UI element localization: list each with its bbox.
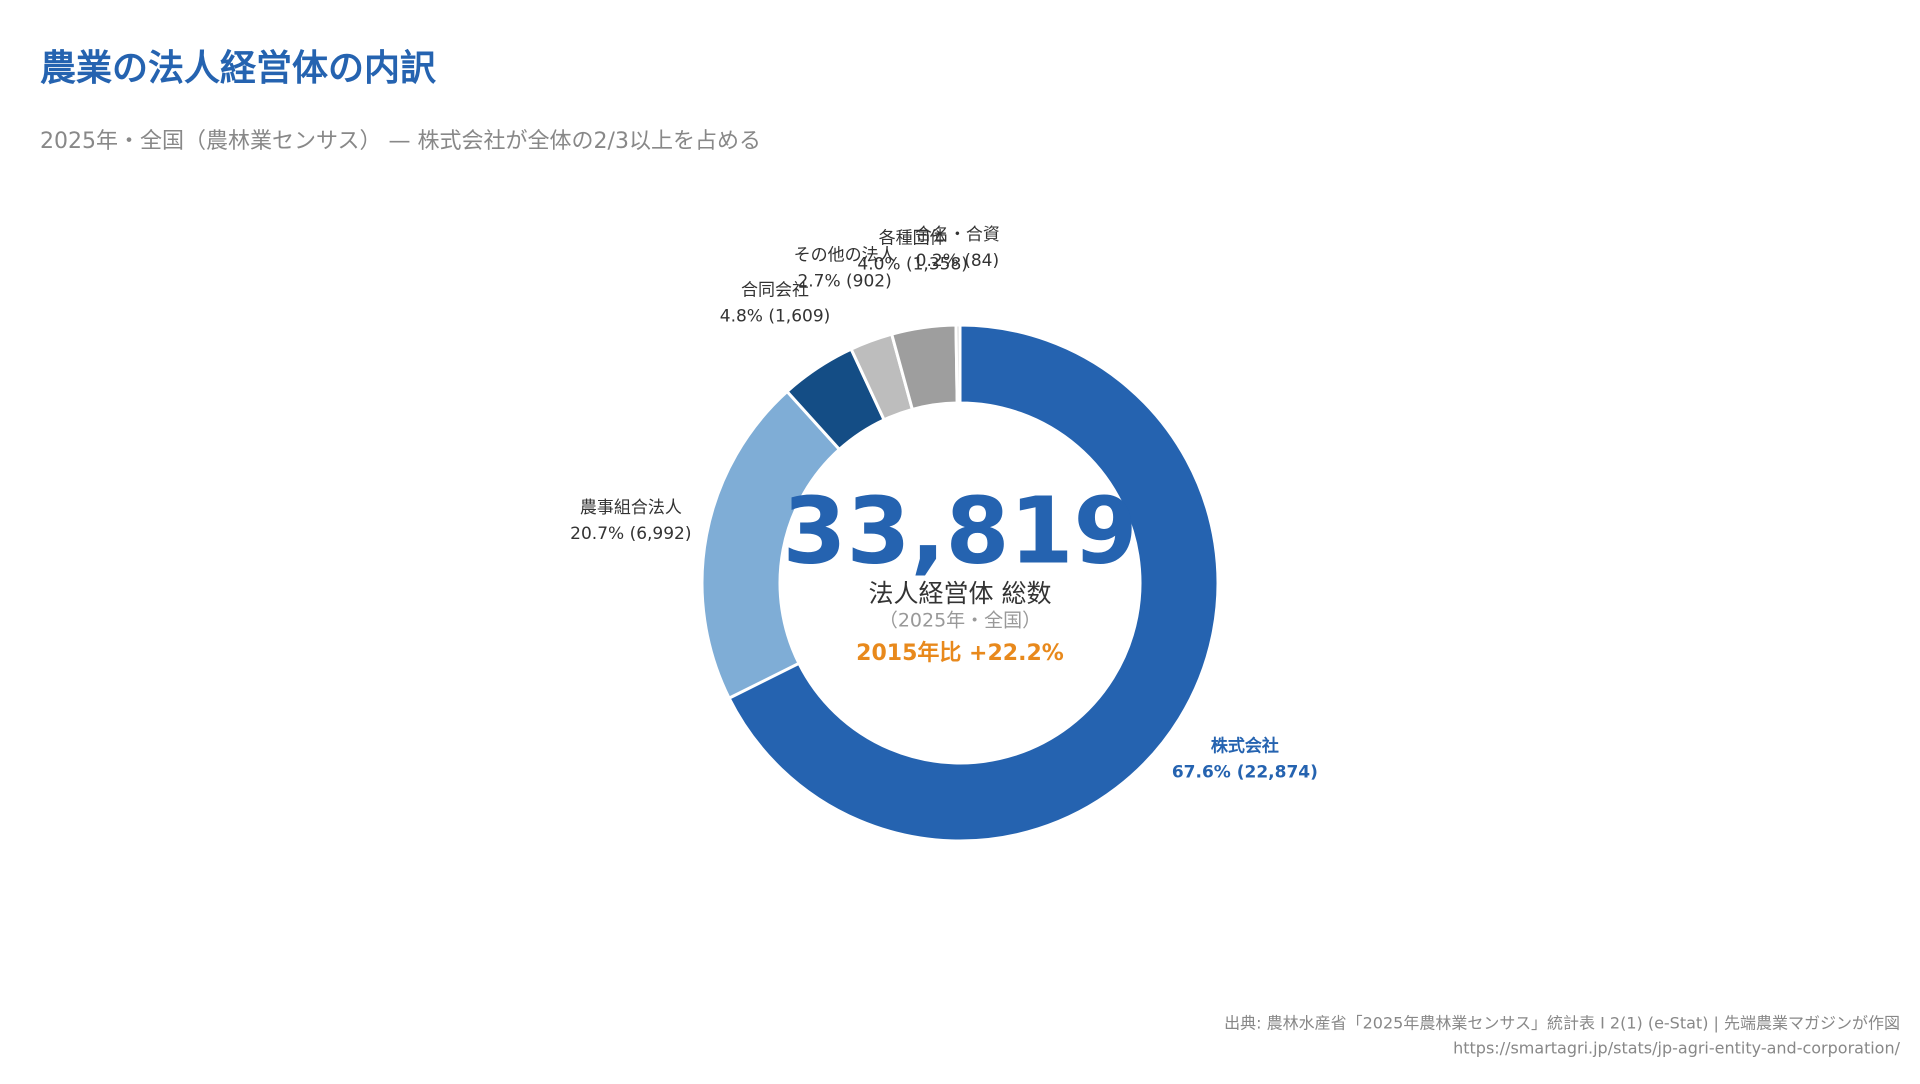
value-label: 4.8% (1,609): [720, 307, 831, 327]
donut-segment: [727, 323, 1220, 843]
center-note: （2025年・全国）: [879, 610, 1041, 632]
segment-label: 合同会社: [741, 281, 809, 301]
segment-label: 株式会社: [1211, 735, 1279, 756]
value-label: 20.7% (6,992): [570, 524, 691, 544]
value-label: 0.2% (84): [916, 251, 1000, 271]
segment-label: その他の法人: [794, 246, 896, 266]
value-label: 4.0% (1,358): [857, 254, 968, 274]
source-url: https://smartagri.jp/stats/jp-agri-entit…: [1453, 1039, 1900, 1058]
segment-label: 合名・合資: [915, 225, 1000, 245]
segment-label: 農事組合法人: [580, 498, 682, 518]
center-label: 法人経営体 総数: [869, 579, 1052, 608]
source-note: 出典: 農林水産省「2025年農林業センサス」統計表 I 2(1) (e-Sta…: [1224, 1014, 1900, 1033]
center-change: 2015年比 +22.2%: [856, 640, 1064, 666]
donut-segment: [954, 323, 962, 405]
chart-title: 農業の法人経営体の内訳: [40, 48, 437, 89]
value-label: 67.6% (22,874): [1172, 762, 1318, 782]
segment-label: 各種団体: [879, 228, 947, 248]
donut: 株式会社 67.6% (22,874) 農事組合法人 20.7% (6,992) 合同会…: [570, 225, 1318, 843]
center-value: 33,819: [782, 477, 1137, 584]
donut-segment: [700, 389, 842, 701]
value-label: 2.7% (902): [797, 272, 891, 292]
chart-subtitle: 2025年・全国（農林業センサス） — 株式会社が全体の2/3以上を占める: [40, 129, 761, 154]
